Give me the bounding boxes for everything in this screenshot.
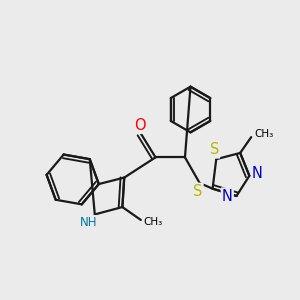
Text: CH₃: CH₃ bbox=[254, 129, 274, 139]
Text: N: N bbox=[222, 188, 233, 203]
Text: N: N bbox=[252, 167, 263, 182]
Text: CH₃: CH₃ bbox=[143, 217, 162, 227]
Text: NH: NH bbox=[80, 216, 97, 229]
Text: S: S bbox=[210, 142, 219, 158]
Text: S: S bbox=[193, 184, 203, 199]
Text: O: O bbox=[134, 118, 146, 133]
